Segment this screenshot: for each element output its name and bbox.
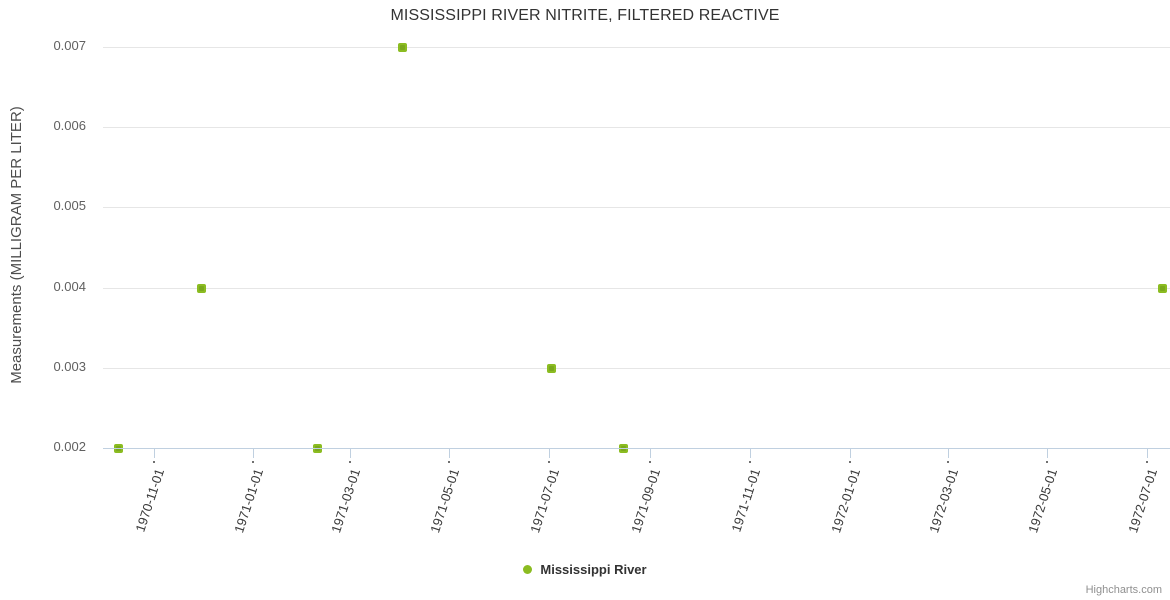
x-axis-tick-dot <box>152 461 155 463</box>
x-axis-tick-dot <box>252 461 255 463</box>
x-axis-tick-mark <box>947 449 949 458</box>
x-axis-tick-label: 1971-09-01 <box>628 466 664 535</box>
x-axis-tick-mark <box>253 449 255 458</box>
x-axis-tick-label: 1971-05-01 <box>427 466 463 535</box>
x-axis-tick-dot <box>348 461 351 463</box>
chart-title: MISSISSIPPI RIVER NITRITE, FILTERED REAC… <box>390 7 780 24</box>
x-axis-tick-dot <box>749 461 752 463</box>
data-point[interactable] <box>398 43 408 52</box>
legend-item-label[interactable]: Mississippi River <box>540 562 647 577</box>
credits-link[interactable]: Highcharts.com <box>1085 584 1162 596</box>
x-axis-tick-dot <box>448 461 451 463</box>
x-axis-tick-mark <box>1047 449 1049 458</box>
y-axis-tick-label: 0.006 <box>53 118 86 134</box>
x-axis-tick-mark <box>650 449 652 458</box>
gridline <box>103 207 1170 209</box>
x-axis-tick-label: 1971-11-01 <box>728 466 764 534</box>
x-axis-line <box>103 448 1170 449</box>
x-axis-tick-label: 1972-05-01 <box>1025 466 1061 535</box>
gridline <box>103 47 1170 48</box>
x-axis-tick-label: 1970-11-01 <box>132 466 167 534</box>
x-axis-tick-dot <box>848 461 851 463</box>
x-axis-tick-label: 1971-07-01 <box>527 466 563 535</box>
data-point[interactable] <box>546 363 556 373</box>
data-point[interactable] <box>1157 283 1167 293</box>
x-axis-tick-dot <box>649 461 652 463</box>
y-axis-title: Measurements (MILLIGRAM PER LITER) <box>8 106 25 384</box>
chart-legend: Mississippi River <box>0 562 1170 577</box>
y-axis-tick-label: 0.007 <box>53 38 86 53</box>
plot-area <box>103 43 1170 453</box>
x-axis-tick-mark <box>849 449 851 458</box>
x-axis-tick-dot <box>548 461 551 463</box>
x-axis-tick-mark <box>349 449 351 458</box>
gridline <box>103 287 1170 289</box>
x-axis-tick-dot <box>1046 461 1049 463</box>
y-axis-tick-label: 0.005 <box>53 198 86 214</box>
gridline <box>103 367 1170 369</box>
data-point[interactable] <box>197 283 207 293</box>
x-axis-tick-mark <box>449 449 451 458</box>
x-axis-tick-label: 1971-03-01 <box>327 466 363 535</box>
x-axis-tick-label: 1972-03-01 <box>925 466 961 535</box>
gridline <box>103 127 1170 129</box>
x-axis-tick-dot <box>946 461 949 463</box>
x-axis-tick-mark <box>549 449 551 458</box>
legend-marker-icon <box>523 565 533 574</box>
x-axis-tick-mark <box>1147 449 1149 458</box>
y-axis-tick-label: 0.002 <box>53 439 86 454</box>
x-axis-tick-mark <box>750 449 752 458</box>
x-axis-tick-label: 1972-07-01 <box>1125 466 1161 535</box>
x-axis-tick-dot <box>1146 461 1149 463</box>
y-axis-tick-label: 0.004 <box>53 278 86 294</box>
x-axis-tick-label: 1971-01-01 <box>231 466 267 535</box>
y-axis-tick-label: 0.003 <box>53 358 86 374</box>
x-axis-tick-mark <box>153 449 155 458</box>
x-axis-tick-label: 1972-01-01 <box>827 466 863 535</box>
